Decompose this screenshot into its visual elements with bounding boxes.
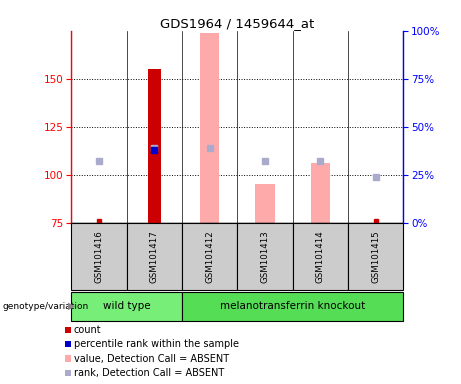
Bar [348,223,403,290]
Text: rank, Detection Call = ABSENT: rank, Detection Call = ABSENT [74,368,224,378]
Bar [200,33,219,223]
Text: GSM101412: GSM101412 [205,230,214,283]
Bar [71,292,182,321]
Bar [65,341,71,348]
Text: genotype/variation: genotype/variation [2,302,89,311]
Text: count: count [74,325,101,335]
Bar [311,163,330,223]
Text: GSM101413: GSM101413 [260,230,270,283]
Bar [65,370,71,376]
Text: GSM101416: GSM101416 [95,230,104,283]
Bar [182,223,237,290]
Bar [148,69,161,223]
Text: GSM101415: GSM101415 [371,230,380,283]
Bar [71,223,127,290]
Title: GDS1964 / 1459644_at: GDS1964 / 1459644_at [160,17,314,30]
Text: percentile rank within the sample: percentile rank within the sample [74,339,239,349]
Text: GSM101414: GSM101414 [316,230,325,283]
Bar [65,355,71,362]
Text: GSM101417: GSM101417 [150,230,159,283]
Bar [293,223,348,290]
Bar [127,223,182,290]
Text: ▶: ▶ [68,301,76,311]
Bar [182,292,403,321]
Bar [255,184,275,223]
Text: wild type: wild type [103,301,151,311]
Bar [237,223,293,290]
Text: value, Detection Call = ABSENT: value, Detection Call = ABSENT [74,354,229,364]
Bar [65,326,71,333]
Text: melanotransferrin knockout: melanotransferrin knockout [220,301,366,311]
